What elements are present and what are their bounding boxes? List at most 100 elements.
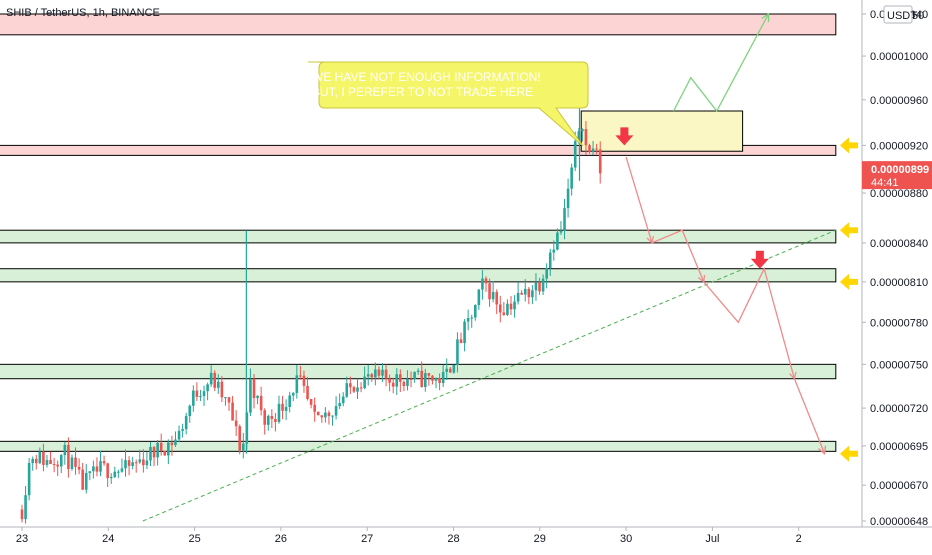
currency-button[interactable]: USDT 50 xyxy=(883,5,924,24)
candle-body xyxy=(24,495,27,520)
time-tick-label-8: Jul xyxy=(705,533,719,545)
candle-body xyxy=(313,404,316,412)
candle-body xyxy=(152,446,156,458)
left-arrow-icon-2 xyxy=(840,273,858,290)
time-tick-label-1: 24 xyxy=(102,533,114,545)
bearish-step-arrow-1 xyxy=(697,274,706,284)
bearish-arrowhead xyxy=(817,445,827,455)
candle-body xyxy=(338,403,341,407)
candle-body xyxy=(81,469,84,490)
candle-body xyxy=(452,364,456,373)
candle-body xyxy=(409,378,413,380)
candle-body xyxy=(374,369,377,378)
candle-body xyxy=(391,382,395,387)
candle-body xyxy=(134,462,138,464)
candle-body xyxy=(263,410,267,425)
candle-body xyxy=(213,372,217,388)
left-arrow-icon-1 xyxy=(840,222,858,239)
annotation-callout xyxy=(308,61,589,147)
left-arrow-icon-0 xyxy=(840,137,858,154)
candle-body xyxy=(38,451,42,464)
candle-body xyxy=(117,471,120,473)
candle-body xyxy=(249,379,252,413)
candle-body xyxy=(174,439,177,446)
candle-body xyxy=(534,282,538,291)
candle-body xyxy=(520,292,523,295)
candle-body xyxy=(345,383,349,397)
candle-body xyxy=(206,384,209,392)
support-zone-2 xyxy=(0,229,837,244)
candle-body xyxy=(427,373,431,376)
candle-body xyxy=(327,412,331,417)
candle-body xyxy=(77,466,81,470)
candle-body xyxy=(527,288,531,298)
candle-body xyxy=(513,301,516,310)
candle-body xyxy=(506,303,509,315)
candle-body xyxy=(131,462,134,466)
candle-body xyxy=(156,442,159,458)
support-zone-5 xyxy=(0,440,837,452)
candle-body xyxy=(466,318,470,322)
currency-button-label: USDT xyxy=(887,10,917,22)
candle-body xyxy=(281,403,284,411)
candle-body xyxy=(556,232,559,250)
candle-body xyxy=(220,381,224,398)
candle-body xyxy=(416,370,420,373)
candle-body xyxy=(31,458,35,464)
candle-body xyxy=(288,395,291,408)
candle-body xyxy=(356,387,359,392)
candle-body xyxy=(113,471,117,477)
candle-body xyxy=(231,402,234,421)
candle-body xyxy=(577,131,581,142)
candle-body xyxy=(441,371,445,384)
candle-body xyxy=(163,450,167,456)
candle-body xyxy=(352,387,356,392)
bullish-arrowhead xyxy=(761,12,770,23)
price-tick-label-3: 0.00000920 xyxy=(870,140,928,152)
time-tick-label-6: 29 xyxy=(534,533,546,545)
candle-body xyxy=(167,442,170,456)
candle-body xyxy=(498,304,502,313)
candle-body xyxy=(49,460,52,465)
candle-body xyxy=(70,457,74,469)
candle-body xyxy=(202,391,206,397)
candle-body xyxy=(463,321,466,344)
candle-body xyxy=(299,375,302,377)
candle-body xyxy=(570,167,573,189)
candle-body xyxy=(388,378,391,383)
candle-body xyxy=(238,426,242,451)
candle-body xyxy=(552,249,556,253)
candle-body xyxy=(445,368,449,372)
candle-body xyxy=(195,390,199,397)
time-tick-label-3: 26 xyxy=(275,533,287,545)
candle-body xyxy=(20,509,24,520)
candle-body xyxy=(406,378,409,386)
time-tick-label-5: 28 xyxy=(447,533,459,545)
candle-body xyxy=(27,463,31,496)
candle-body xyxy=(424,373,427,388)
currency-button-box xyxy=(883,5,913,24)
candle-body xyxy=(573,141,577,168)
price-tick-label-9: 0.00000720 xyxy=(870,403,928,415)
bullish-path xyxy=(672,13,770,113)
time-tick-label-7: 30 xyxy=(620,533,632,545)
candle-body xyxy=(88,471,92,474)
candle-body xyxy=(584,129,588,146)
current-price-label: 0.00000899 xyxy=(871,164,929,176)
candle-body xyxy=(184,416,188,430)
candles-layer xyxy=(20,99,602,524)
candle-body xyxy=(545,268,548,279)
candle-body xyxy=(127,460,131,466)
candle-body xyxy=(270,415,274,419)
candle-body xyxy=(45,460,49,465)
candle-body xyxy=(473,305,477,318)
candle-body xyxy=(320,415,324,418)
candle-body xyxy=(381,369,384,376)
candle-body xyxy=(434,378,438,381)
candle-body xyxy=(170,442,174,446)
candle-body xyxy=(413,372,416,380)
candle-body xyxy=(63,445,67,456)
candle-body xyxy=(295,375,299,393)
